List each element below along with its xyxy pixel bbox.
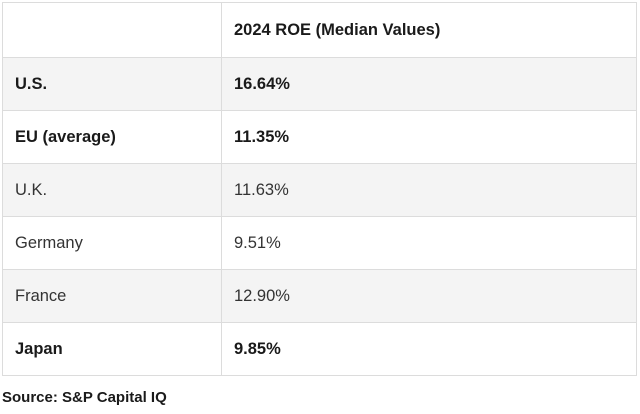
row-label-france: France (3, 270, 222, 322)
row-value-japan: 9.85% (234, 339, 281, 358)
table-row: France 12.90% (3, 269, 636, 322)
header-cell-country (3, 3, 222, 57)
row-value-germany: 9.51% (234, 233, 281, 252)
table-row: U.S. 16.64% (3, 57, 636, 110)
roe-table: 2024 ROE (Median Values) U.S. 16.64% EU … (2, 2, 637, 376)
row-value-eu: 11.35% (234, 127, 290, 146)
table-row: EU (average) 11.35% (3, 110, 636, 163)
table-row: U.K. 11.63% (3, 163, 636, 216)
source-caption: Source: S&P Capital IQ (2, 389, 167, 406)
row-label-germany: Germany (3, 217, 222, 269)
row-value-us: 16.64% (234, 74, 290, 93)
row-value-uk: 11.63% (234, 180, 289, 199)
header-cell-roe: 2024 ROE (Median Values) (234, 20, 441, 39)
row-label-us: U.S. (3, 58, 222, 110)
table-header-row: 2024 ROE (Median Values) (3, 3, 636, 57)
row-label-eu: EU (average) (3, 111, 222, 163)
table-row: Germany 9.51% (3, 216, 636, 269)
row-label-uk: U.K. (3, 164, 222, 216)
table-row: Japan 9.85% (3, 322, 636, 375)
row-label-japan: Japan (3, 323, 222, 375)
row-value-france: 12.90% (234, 286, 290, 305)
